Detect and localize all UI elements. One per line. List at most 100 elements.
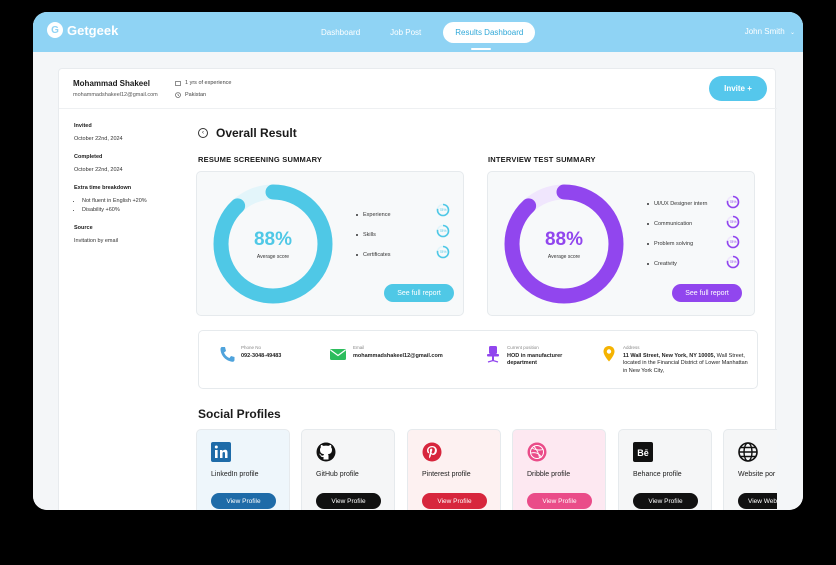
invitation-sidebar: Invited October 22nd, 2024 Completed Oct… xyxy=(74,123,184,256)
logo[interactable]: G Getgeek xyxy=(47,22,118,38)
nav-dashboard[interactable]: Dashboard xyxy=(321,28,361,37)
clock-icon xyxy=(175,92,181,98)
phone-info: Phone No 092-3048-49483 xyxy=(219,345,281,363)
metric-row: Certificates xyxy=(356,245,391,265)
bullet-icon xyxy=(356,214,358,216)
contact-info-strip: Phone No 092-3048-49483 Email mohammadshak… xyxy=(198,330,758,389)
address-value: 11 Wall Street, New York, NY 10005, Wall… xyxy=(623,353,751,375)
interview-score-value: 88% xyxy=(544,229,584,250)
completed-value: October 22nd, 2024 xyxy=(74,167,123,173)
candidate-card: Mohammad Shakeel mohammadshakeel12@gmail… xyxy=(58,68,777,510)
metric-label: Problem solving xyxy=(654,241,694,247)
invited-label: Invited xyxy=(74,123,92,129)
behance-icon: Bē xyxy=(633,442,653,462)
resume-score-label: Average score xyxy=(256,254,290,260)
source-label: Source xyxy=(74,225,93,231)
metric-row: Experience xyxy=(356,205,391,225)
nav-results-dashboard[interactable]: Results Dashboard xyxy=(443,22,536,43)
metric-row: Creativity xyxy=(647,254,708,274)
metric-row: Skills xyxy=(356,225,391,245)
page-title: Overall Result xyxy=(216,126,297,140)
experience-info: 1 yrs of experience xyxy=(175,80,231,86)
resume-full-report-button[interactable]: See full report xyxy=(384,284,454,302)
top-navbar: G Getgeek Dashboard Job Post Results Das… xyxy=(33,12,803,52)
logo-icon: G xyxy=(47,22,63,38)
social-profile-name: GitHub profile xyxy=(316,471,359,478)
social-profile-name: Dribble profile xyxy=(527,471,571,478)
view-profile-button[interactable]: View Profile xyxy=(316,493,381,509)
svg-text:Bē: Bē xyxy=(637,448,649,458)
bullet-icon xyxy=(647,223,649,225)
social-profile-name: LinkedIn profile xyxy=(211,471,259,478)
active-nav-indicator xyxy=(471,48,491,50)
metric-progress-ring: 78% xyxy=(436,203,450,217)
phone-icon xyxy=(220,347,235,362)
resume-summary-title: RESUME SCREENING SUMMARY xyxy=(198,155,323,164)
email-info: Email mohammadshakeel12@gmail.com xyxy=(329,345,443,363)
pinterest-icon xyxy=(422,442,442,462)
metric-label: Experience xyxy=(363,212,391,218)
view-profile-button[interactable]: View Web xyxy=(738,493,777,509)
candidate-header: Mohammad Shakeel mohammadshakeel12@gmail… xyxy=(59,69,777,109)
candidate-email: mohammadshakeel12@gmail.com xyxy=(73,92,158,98)
chevron-down-icon: ⌄ xyxy=(789,30,795,36)
social-card-linkedin: LinkedIn profile View Profile xyxy=(196,429,290,510)
interview-full-report-button[interactable]: See full report xyxy=(672,284,742,302)
interview-metrics: UI/UX Designer intern Communication Prob… xyxy=(647,194,708,274)
user-name: John Smith xyxy=(744,27,785,36)
social-profile-name: Pinterest profile xyxy=(422,471,471,478)
email-label: Email xyxy=(353,345,365,350)
social-profile-name: Website por xyxy=(738,471,776,478)
back-arrow-icon[interactable]: ‹ xyxy=(198,128,208,138)
view-profile-button[interactable]: View Profile xyxy=(211,493,276,509)
location-text: Pakistan xyxy=(185,92,207,98)
nav-job-post[interactable]: Job Post xyxy=(390,28,422,37)
social-card-website: Website por View Web xyxy=(723,429,777,510)
source-value: Invitation by email xyxy=(74,238,119,244)
main-nav: Dashboard Job Post Results Dashboard xyxy=(313,22,536,43)
metric-progress-ring: 78% xyxy=(726,235,740,249)
bullet-icon xyxy=(356,234,358,236)
interview-score-ring xyxy=(504,184,624,304)
globe-icon xyxy=(738,442,758,462)
extra-time-list: Not fluent in English +20% Disability +6… xyxy=(82,198,184,213)
invited-value: October 22nd, 2024 xyxy=(74,136,123,142)
briefcase-icon xyxy=(175,81,181,86)
bullet-icon xyxy=(647,243,649,245)
address-info: Address 11 Wall Street, New York, NY 1000… xyxy=(601,345,751,375)
interview-summary-card: 88% Average score UI/UX Designer intern … xyxy=(487,171,755,316)
metric-label: Creativity xyxy=(654,261,677,267)
social-profile-name: Behance profile xyxy=(633,471,682,478)
location-info: Pakistan xyxy=(175,92,206,98)
metric-progress-ring: 78% xyxy=(726,215,740,229)
metric-row: Communication xyxy=(647,214,708,234)
invite-button[interactable]: Invite + xyxy=(709,76,767,101)
app-window: G Getgeek Dashboard Job Post Results Das… xyxy=(33,12,803,510)
position-info: Current position HOD in manufacturer depa… xyxy=(485,345,587,368)
bullet-icon xyxy=(647,263,649,265)
metric-progress-ring: 78% xyxy=(436,245,450,259)
social-card-pinterest: Pinterest profile View Profile xyxy=(407,429,501,510)
resume-metrics: Experience Skills Certificates xyxy=(356,205,391,265)
social-profiles-title: Social Profiles xyxy=(198,407,281,421)
chair-icon xyxy=(487,346,499,363)
position-value: HOD in manufacturer department xyxy=(507,353,563,367)
metric-label: Certificates xyxy=(363,252,391,258)
metric-label: Skills xyxy=(363,232,376,238)
extra-time-label: Extra time breakdown xyxy=(74,185,132,191)
position-label: Current position xyxy=(507,345,539,350)
interview-score-label: Average score xyxy=(547,254,581,260)
dribbble-icon xyxy=(527,442,547,462)
view-profile-button[interactable]: View Profile xyxy=(633,493,698,509)
extra-time-item: Not fluent in English +20% xyxy=(82,198,184,204)
resume-score-ring xyxy=(213,184,333,304)
social-card-github: GitHub profile View Profile xyxy=(301,429,395,510)
bullet-icon xyxy=(647,203,649,205)
page-content: Mohammad Shakeel mohammadshakeel12@gmail… xyxy=(33,52,803,510)
resume-summary-card: 88% Average score Experience Skills Cert… xyxy=(196,171,464,316)
user-menu[interactable]: John Smith ⌄ xyxy=(745,27,795,36)
view-profile-button[interactable]: View Profile xyxy=(527,493,592,509)
view-profile-button[interactable]: View Profile xyxy=(422,493,487,509)
address-label: Address xyxy=(623,345,640,350)
address-detail: Wall Street, located in the Financial Di… xyxy=(623,353,748,374)
